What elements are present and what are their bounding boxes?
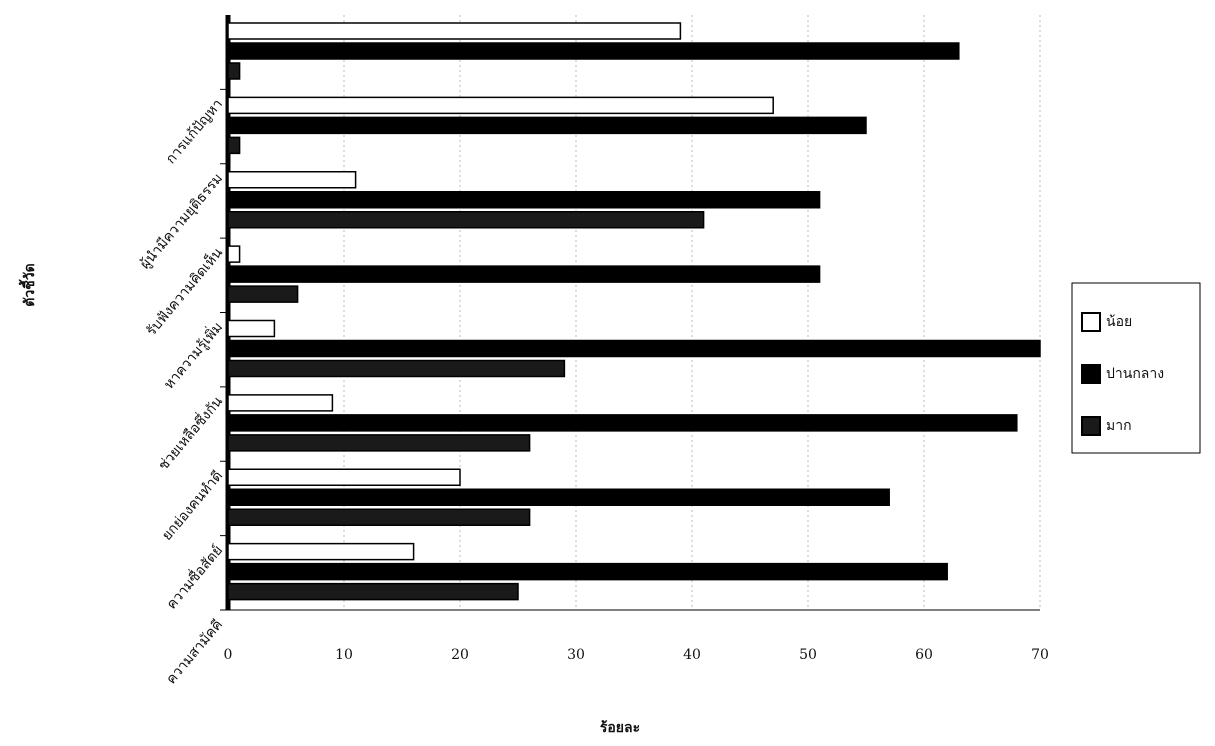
bar <box>227 488 890 506</box>
bar <box>227 265 821 283</box>
bar <box>227 508 531 526</box>
legend-swatch <box>1081 416 1101 436</box>
bar <box>227 468 461 486</box>
legend-swatch <box>1081 364 1101 384</box>
bar <box>227 562 948 581</box>
legend-label: มาก <box>1106 418 1132 434</box>
y-tick-label: ยกย่องคนทำดี <box>159 468 226 544</box>
legend-label: ปานกลาง <box>1106 366 1164 382</box>
x-tick-label: 70 <box>1031 647 1049 663</box>
x-tick-label: 40 <box>683 647 701 663</box>
bar <box>227 285 299 303</box>
bar <box>227 22 682 40</box>
bar <box>227 339 1041 358</box>
bar <box>227 414 1018 432</box>
x-axis-title: ร้อยละ <box>600 720 640 736</box>
bar <box>227 582 519 601</box>
x-tick-label: 10 <box>335 647 353 663</box>
bar <box>227 42 960 60</box>
bar <box>227 96 774 115</box>
y-axis-title: ตัวชี้วัด <box>18 263 38 306</box>
bar <box>227 434 531 452</box>
bar <box>227 245 241 263</box>
bar <box>227 116 867 135</box>
x-tick-label: 20 <box>451 647 469 663</box>
bar <box>227 171 357 189</box>
bar <box>227 319 276 338</box>
bar <box>227 191 821 209</box>
bar <box>227 211 705 229</box>
y-tick-label: ความซื่อสัตย์ <box>162 541 226 612</box>
bar <box>227 62 241 80</box>
y-tick-label: ความสามัคคี <box>163 617 226 688</box>
x-tick-label: 50 <box>799 647 817 663</box>
bar <box>227 359 566 378</box>
legend-swatch <box>1081 312 1101 332</box>
bar <box>227 542 415 561</box>
x-tick-label: 0 <box>224 647 233 663</box>
y-tick-label: หาความรู้เพิ่ม <box>160 318 227 393</box>
bar <box>227 136 241 155</box>
bar <box>227 394 334 412</box>
x-tick-label: 60 <box>915 647 933 663</box>
y-tick-label: ช่วยเหลือซึ่งกัน <box>154 392 227 474</box>
y-tick-label: การแก้ปัญหา <box>163 96 226 167</box>
x-tick-label: 30 <box>567 647 585 663</box>
legend-label: น้อย <box>1106 314 1132 330</box>
